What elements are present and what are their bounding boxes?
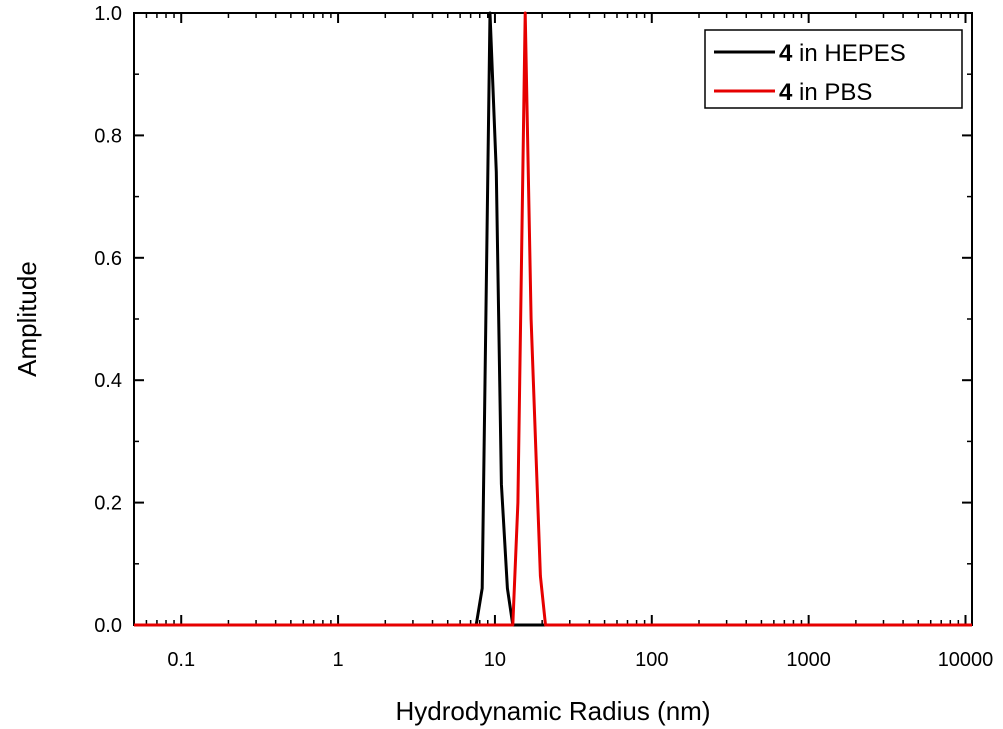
- x-tick-label: 1: [333, 649, 344, 671]
- series-line-1: [134, 11, 972, 627]
- x-tick-label: 10000: [938, 649, 994, 671]
- y-tick-label: 0.8: [94, 125, 122, 147]
- x-axis-ticks: 0.1 1 10 100 1000 10000: [145, 13, 994, 671]
- x-tick-label: 0.1: [167, 649, 195, 671]
- legend-label-pbs: 4 in PBS: [779, 79, 872, 106]
- series-lines: [134, 11, 972, 627]
- y-tick-label: 0.2: [94, 493, 122, 515]
- y-axis-ticks: 0.0 0.2 0.4 0.6 0.8 1.0: [94, 3, 972, 637]
- x-tick-label: 10: [484, 649, 506, 671]
- x-tick-label: 100: [635, 649, 668, 671]
- legend-label-hepes: 4 in HEPES: [779, 40, 906, 67]
- y-tick-label: 1.0: [94, 3, 122, 25]
- y-axis-title: Amplitude: [12, 261, 42, 377]
- x-tick-label: 1000: [786, 649, 831, 671]
- x-axis-title: Hydrodynamic Radius (nm): [396, 696, 711, 726]
- y-tick-label: 0.6: [94, 248, 122, 270]
- y-tick-label: 0.4: [94, 370, 122, 392]
- legend: 4 in HEPES 4 in PBS: [704, 29, 963, 109]
- legend-box: [704, 29, 963, 109]
- y-tick-label: 0.0: [94, 615, 122, 637]
- series-line-0: [134, 11, 972, 627]
